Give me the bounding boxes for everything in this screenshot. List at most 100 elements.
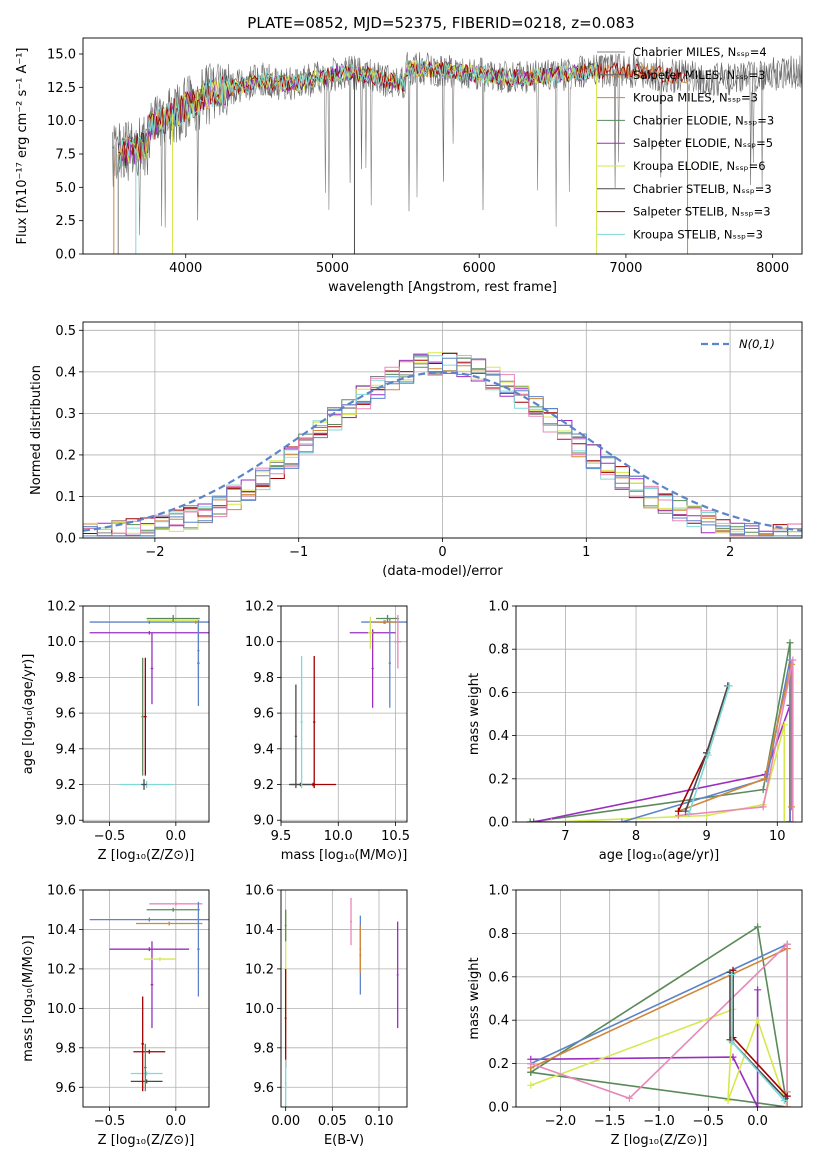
plot-area [527, 923, 791, 1107]
x-tick-label: 5000 [316, 261, 349, 276]
x-tick-label: 0.10 [365, 1114, 394, 1129]
x-axis-label: wavelength [Angstrom, rest frame] [328, 280, 557, 295]
mass-weight-marker [728, 1038, 736, 1046]
legend-entry: Chabrier MILES, Nₛₛₚ=4 [633, 45, 767, 59]
x-tick-label: 0.05 [318, 1114, 347, 1129]
y-tick-label: 9.4 [253, 742, 274, 757]
x-tick-label: −0.5 [94, 1114, 126, 1129]
mass-weight-marker [780, 818, 788, 822]
y-axis-label: Normed distribution [29, 365, 44, 495]
mass-weight-marker [754, 986, 762, 994]
y-tick-label: 0.3 [55, 407, 76, 422]
x-tick-label: −0.5 [693, 1114, 725, 1129]
y-tick-label: 10.0 [47, 635, 76, 650]
plot-area [89, 901, 209, 1092]
spectrum-panel: PLATE=0852, MJD=52375, FIBERID=0218, z=0… [15, 14, 803, 295]
x-tick-label: 9.5 [271, 829, 292, 844]
legend-entry: Chabrier STELIB, Nₛₛₚ=3 [633, 182, 772, 196]
y-tick-label: 0.1 [55, 490, 76, 505]
axes-frame [82, 605, 210, 823]
y-tick-label: 0.2 [55, 448, 76, 463]
y-tick-label: 9.6 [55, 1081, 76, 1096]
residual-histogram [83, 354, 802, 537]
axes-frame [280, 889, 408, 1108]
mass-weight-line [678, 659, 794, 822]
chart-title: PLATE=0852, MJD=52375, FIBERID=0218, z=0… [247, 14, 634, 32]
mass-weight-marker [783, 1103, 791, 1107]
x-tick-label: −2 [145, 545, 164, 560]
mass-weight-marker [547, 818, 555, 822]
y-tick-label: 1.0 [488, 884, 509, 899]
spectrum-series-line [117, 59, 597, 168]
x-axis-label: E(B-V) [324, 1133, 364, 1148]
mass-weight-line [551, 724, 786, 822]
mass-weight-marker [780, 721, 788, 729]
legend-entry: Salpeter MILES, Nₛₛₚ=3 [633, 68, 766, 82]
x-tick-label: 9 [703, 829, 711, 844]
y-tick-label: 9.0 [55, 814, 76, 829]
y-tick-label: 5.0 [55, 181, 76, 196]
residuals-panel: −2 −1 0 1 2 0.0 0.1 0.2 0.3 0.4 0.5 (data-model)/er… [29, 321, 803, 579]
axes-frame [82, 889, 210, 1108]
y-tick-label: 0.0 [488, 816, 509, 831]
y-tick-label: 10.6 [245, 884, 274, 899]
y-tick-label: 10.2 [245, 962, 274, 977]
mass-weight-marker [527, 1081, 535, 1089]
x-tick-label: −0.5 [94, 829, 126, 844]
y-axis-label: mass weight [467, 673, 482, 755]
y-tick-label: 10.0 [245, 1002, 274, 1017]
y-tick-label: 9.8 [55, 1041, 76, 1056]
x-tick-label: 10.5 [381, 829, 410, 844]
y-tick-label: 9.8 [253, 671, 274, 686]
mass-weight-marker [786, 639, 794, 647]
y-tick-label: 0.2 [488, 772, 509, 787]
mass-weight-marker [526, 818, 534, 822]
y-tick-label: 10.6 [47, 884, 76, 899]
x-tick-label: 10.0 [324, 829, 353, 844]
plot-area [526, 639, 797, 822]
y-tick-label: 15.0 [47, 48, 76, 63]
y-tick-label: 10.0 [47, 114, 76, 129]
mass-vs-ebv-panel: 0.00 0.05 0.10 9.6 9.8 10.0 10.2 10.4 10.6 E(B-V) [245, 884, 408, 1148]
mass-weight-line [530, 925, 789, 1107]
plot-area [112, 52, 802, 254]
mass-weight-line [530, 942, 788, 1107]
y-tick-label: 9.4 [55, 742, 76, 757]
plot-area [284, 897, 399, 1107]
weight-vs-Z-panel: −2.0 −1.5 −1.0 −0.5 0.0 0.0 0.2 0.4 0.6 0.8 1.0 Z [… [467, 884, 803, 1148]
x-tick-label: −1.0 [643, 1114, 675, 1129]
x-tick-label: 1 [582, 545, 590, 560]
x-tick-label: 8000 [756, 261, 789, 276]
y-tick-label: 0.4 [488, 729, 509, 744]
x-axis-label: (data-model)/error [382, 564, 503, 579]
mass-weight-marker [789, 818, 797, 822]
mass-weight-marker [787, 803, 795, 811]
age-vs-Z-panel: −0.5 0.0 9.0 9.2 9.4 9.6 9.8 10.0 10.2 Z [log₁₀(Z… [21, 600, 210, 863]
mass-weight-line [530, 989, 759, 1107]
y-axis-label: age [log₁₀(age/yr)] [21, 654, 36, 775]
y-tick-label: 0.5 [55, 324, 76, 339]
x-tick-label: 4000 [169, 261, 202, 276]
x-tick-label: 7 [561, 829, 569, 844]
legend-entry: Kroupa MILES, Nₛₛₚ=3 [633, 91, 758, 105]
legend-entry: Kroupa STELIB, Nₛₛₚ=3 [633, 227, 763, 241]
x-tick-label: 0.0 [165, 829, 186, 844]
spectrum-series-line [118, 61, 688, 166]
plot-area [289, 614, 407, 789]
plot-area [89, 614, 209, 790]
x-tick-label: 8 [632, 829, 640, 844]
y-axis-label: Flux [fλ10⁻¹⁷ erg cm⁻² s⁻¹ A⁻¹] [15, 48, 30, 245]
mass-weight-marker [685, 809, 693, 817]
mass-weight-marker [783, 940, 791, 948]
y-tick-label: 0.0 [488, 1101, 509, 1116]
weight-vs-age-panel: 7 8 9 10 0.0 0.2 0.4 0.6 0.8 1.0 age [log₁₀(age/yr… [467, 600, 803, 863]
y-axis-label: mass weight [467, 957, 482, 1039]
age-vs-mass-panel: 9.5 10.0 10.5 9.0 9.2 9.4 9.6 9.8 10.0 10.2 mass [… [245, 600, 410, 864]
x-tick-label: 0.0 [747, 1114, 768, 1129]
mass-weight-marker [704, 751, 712, 759]
mass-weight-line [533, 705, 791, 822]
x-tick-label: −1 [289, 545, 308, 560]
x-tick-label: 10 [769, 829, 786, 844]
mass-weight-marker [786, 818, 794, 822]
x-tick-label: −1.5 [594, 1114, 626, 1129]
